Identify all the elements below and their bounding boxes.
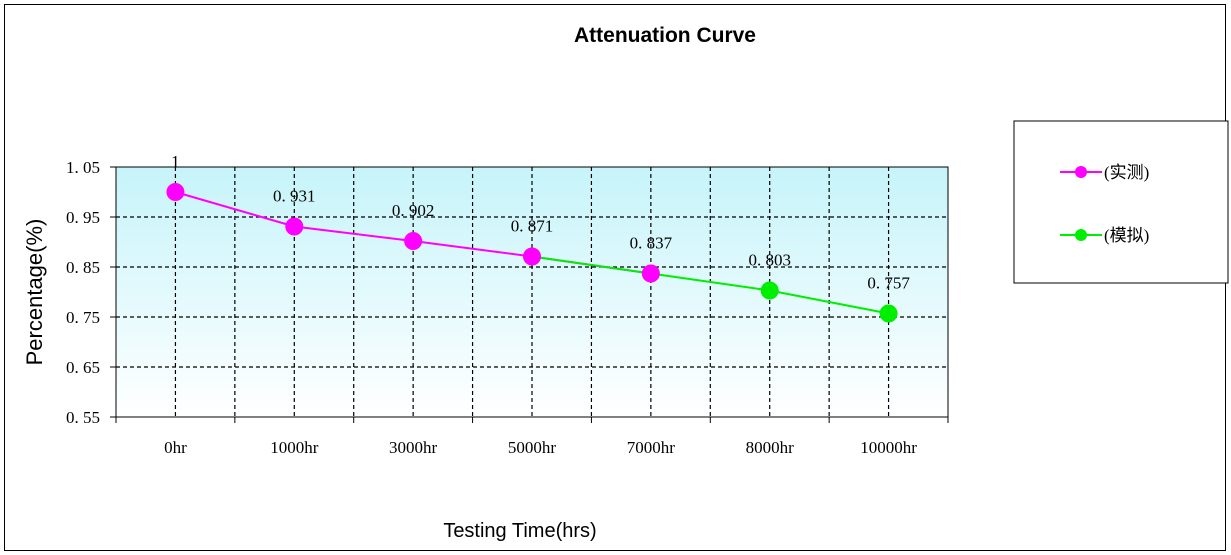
- data-label: 0. 803: [748, 251, 791, 270]
- x-axis-ticks: 0hr 1000hr 3000hr 5000hr 7000hr 8000hr 10000hr: [115, 417, 949, 457]
- data-label: 1: [171, 152, 180, 171]
- y-tick-label: 1. 05: [66, 158, 100, 177]
- y-axis-label: Percentage(%): [22, 219, 47, 366]
- chart-title: Attenuation Curve: [574, 24, 756, 47]
- y-tick-label: 0. 65: [66, 358, 100, 377]
- data-point-series-1: [523, 247, 541, 266]
- legend-marker: [1075, 166, 1087, 178]
- y-tick-label: 0. 75: [66, 308, 100, 327]
- legend-label: (模拟): [1104, 226, 1149, 245]
- legend-marker: [1075, 229, 1087, 241]
- grid-lines: [116, 167, 948, 417]
- series-line-2: [531, 255, 889, 315]
- data-label: 0. 757: [867, 274, 910, 293]
- y-axis-ticks: 1. 05 0. 95 0. 85 0. 75 0. 65 0. 55: [66, 158, 116, 427]
- data-label: 0. 837: [630, 234, 673, 253]
- x-tick-label: 1000hr: [270, 438, 319, 457]
- data-labels: 1 0. 931 0. 902 0. 871 0. 837 0. 803 0. 757: [171, 152, 910, 293]
- x-tick-label: 3000hr: [389, 438, 438, 457]
- y-tick-label: 0. 55: [66, 408, 100, 427]
- data-point-series-2: [879, 304, 898, 323]
- data-point-series-1: [641, 264, 660, 283]
- data-points: [166, 183, 898, 323]
- data-point-series-2: [760, 281, 779, 300]
- legend-label: (实测): [1104, 163, 1149, 182]
- y-tick-label: 0. 85: [66, 258, 100, 277]
- data-label: 0. 931: [273, 187, 316, 206]
- y-tick-label: 0. 95: [66, 208, 100, 227]
- x-tick-label: 5000hr: [508, 438, 557, 457]
- data-point-series-1: [166, 183, 185, 201]
- x-tick-label: 8000hr: [746, 438, 795, 457]
- legend: (实测) (模拟): [1013, 120, 1229, 284]
- data-label: 0. 871: [511, 217, 554, 236]
- data-point-series-1: [404, 232, 423, 250]
- x-axis-label: Testing Time(hrs): [443, 520, 596, 542]
- x-tick-label: 10000hr: [860, 438, 917, 457]
- data-point-series-1: [285, 217, 304, 236]
- x-tick-label: 7000hr: [627, 438, 676, 457]
- x-tick-label: 0hr: [164, 438, 187, 457]
- legend-box: [1013, 120, 1229, 284]
- data-label: 0. 902: [392, 201, 435, 220]
